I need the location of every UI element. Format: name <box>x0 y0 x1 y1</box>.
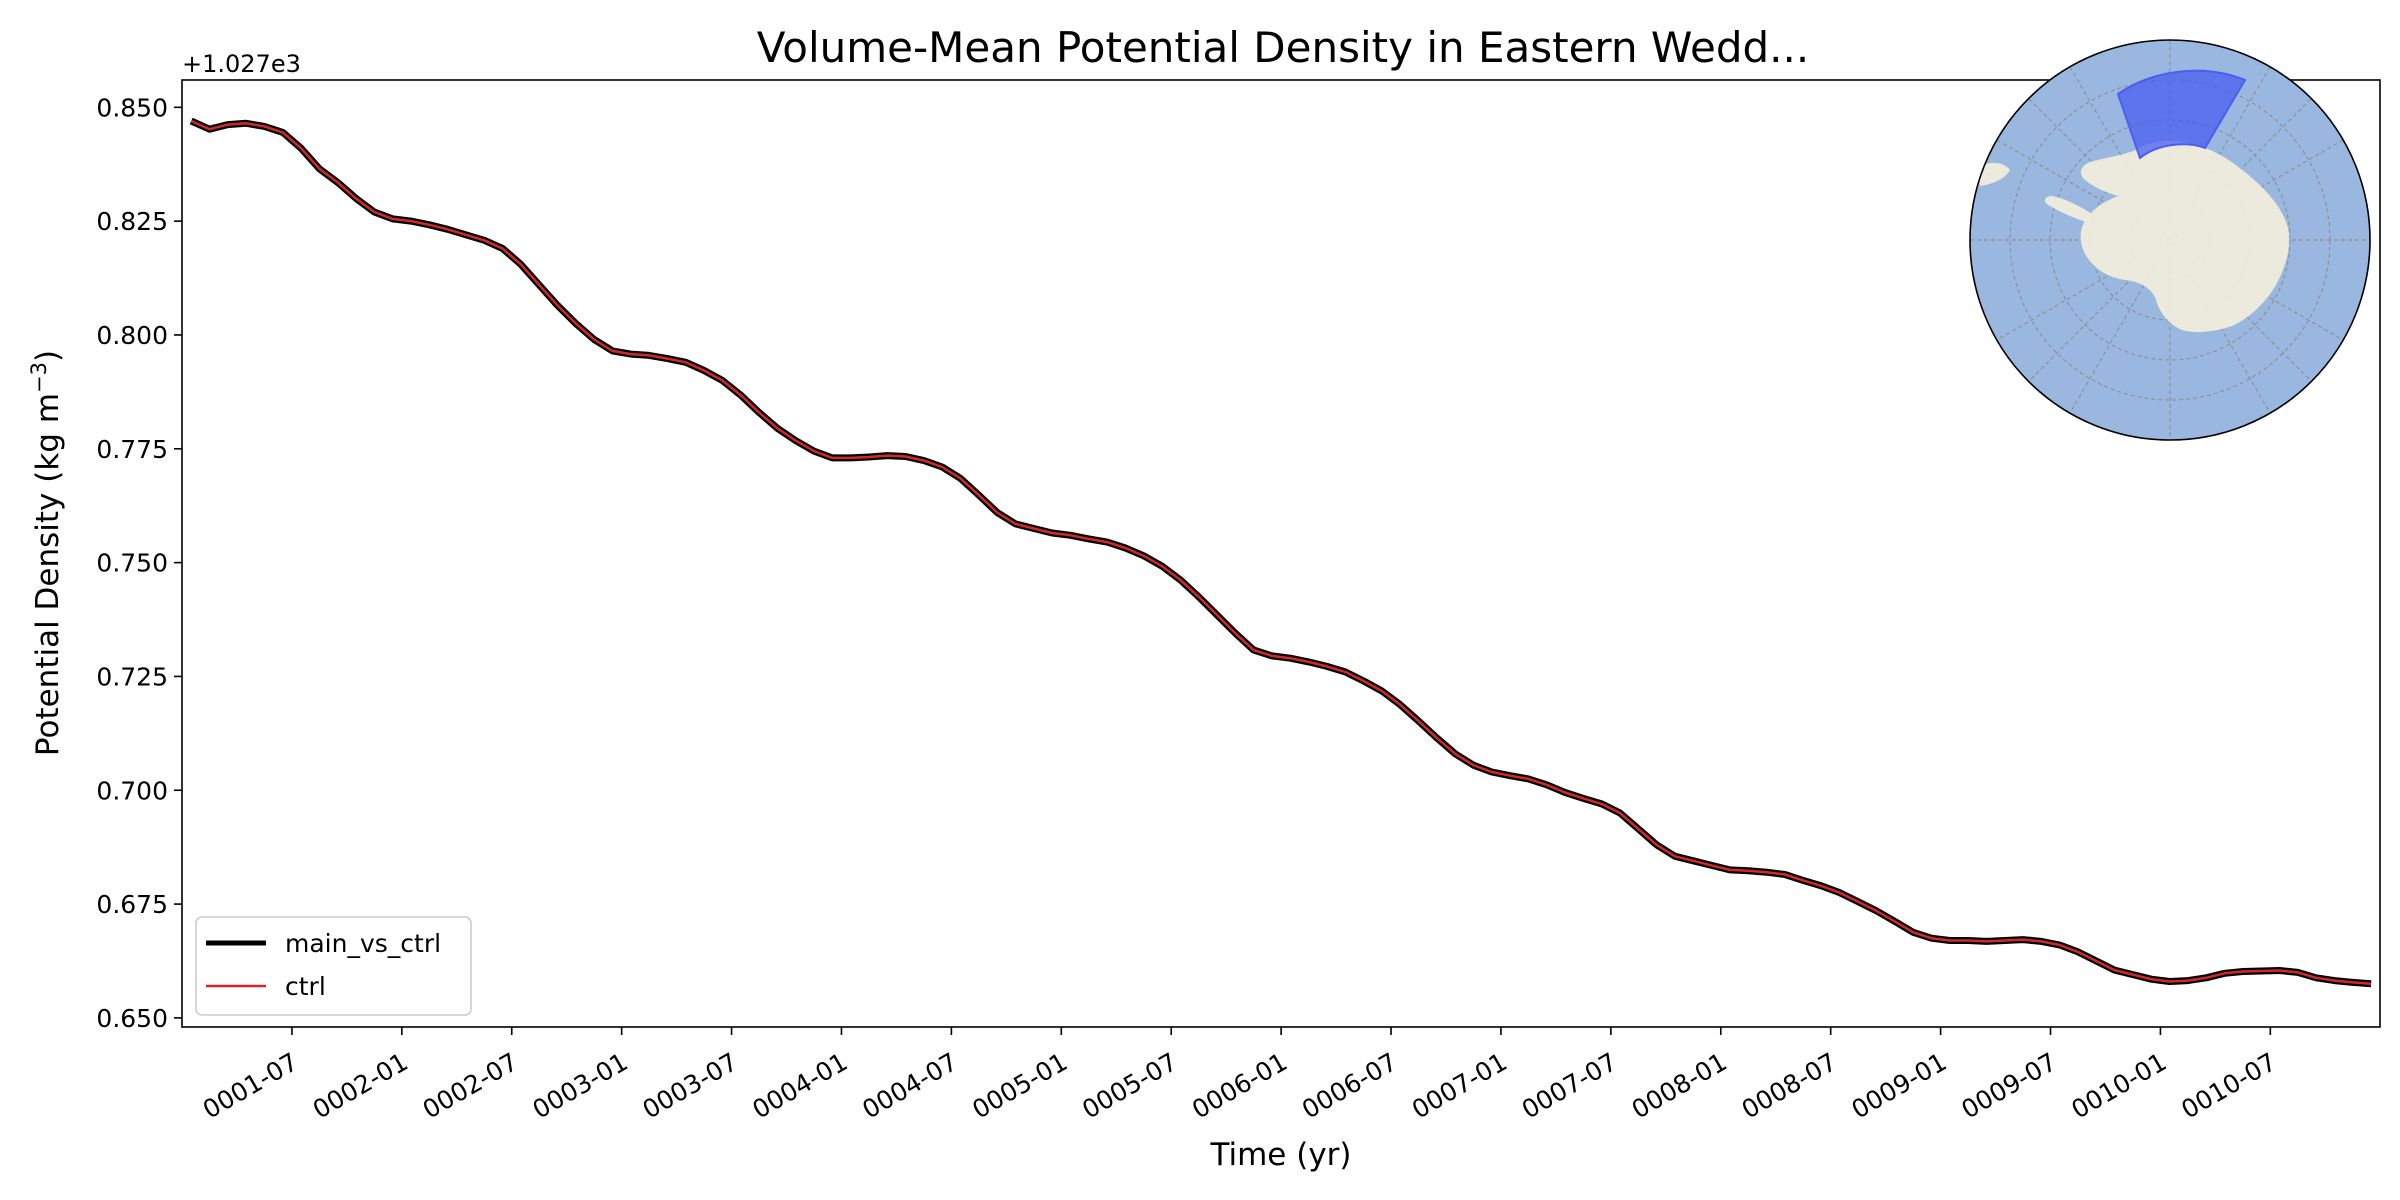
weddell-region <box>2116 69 2247 160</box>
antarctic-peninsula <box>2044 196 2092 222</box>
y-axis-label-main: Potential Density (kg m <box>30 393 66 756</box>
series-layer <box>189 117 2372 988</box>
chart-title: Volume-Mean Potential Density in Eastern… <box>757 23 1809 72</box>
y-tick-label: 0.725 <box>96 662 168 691</box>
y-tick-label: 0.650 <box>96 1004 168 1033</box>
inset-map <box>1969 39 2371 441</box>
south-america-tip <box>1976 162 2010 186</box>
y-axis-label-superscript: −3 <box>27 362 51 393</box>
globe-outline <box>1969 39 2371 441</box>
series-line-ctrl <box>190 119 2372 985</box>
y-axis-offset-text: +1.027e3 <box>182 50 301 78</box>
y-axis-label: Potential Density (kg m−3) <box>27 350 66 756</box>
legend-label-main_vs_ctrl: main_vs_ctrl <box>285 929 441 958</box>
y-tick-label: 0.750 <box>96 549 168 578</box>
y-tick-label: 0.825 <box>96 207 168 236</box>
legend: main_vs_ctrl ctrl <box>195 916 472 1016</box>
y-tick-label: 0.800 <box>96 321 168 350</box>
y-tick-label: 0.675 <box>96 890 168 919</box>
y-tick-label: 0.775 <box>96 435 168 464</box>
x-axis-label: Time (yr) <box>1210 1137 1352 1173</box>
y-tick-label: 0.850 <box>96 93 168 122</box>
y-axis-label-suffix: ) <box>30 350 66 362</box>
map-graticule <box>1970 40 2370 440</box>
y-tick-label: 0.700 <box>96 776 168 805</box>
legend-label-ctrl: ctrl <box>285 972 326 1001</box>
antarctica-landmass <box>2080 140 2290 333</box>
y-axis: 0.650 0.675 0.700 0.725 0.750 0.775 0.800 0.825… <box>96 93 182 1033</box>
